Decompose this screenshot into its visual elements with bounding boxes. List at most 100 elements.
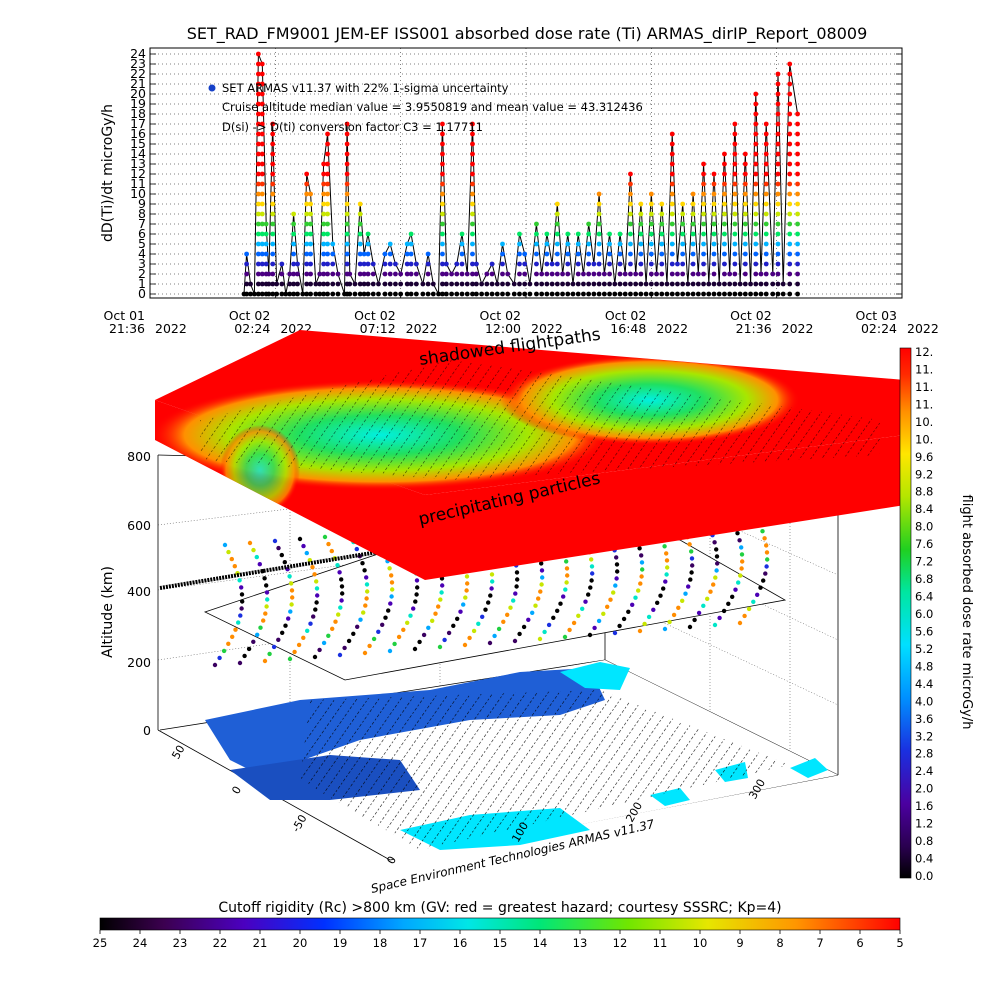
- dose-rate-point: [291, 231, 297, 237]
- dose-rate-point: [489, 261, 495, 267]
- flight-dot: [255, 632, 260, 637]
- bottom-colorbar-tick: 8: [776, 936, 783, 950]
- dose-rate-point: [473, 281, 479, 287]
- flight-dot: [761, 578, 766, 583]
- dose-rate-point: [607, 231, 612, 237]
- flight-dot: [312, 654, 318, 660]
- flight-dot: [461, 602, 466, 607]
- flight-dot: [455, 616, 460, 621]
- dose-rate-point: [554, 251, 560, 257]
- flight-dot: [364, 575, 369, 580]
- dose-rate-point: [330, 291, 336, 297]
- flight-dot: [487, 640, 493, 646]
- dose-rate-point: [440, 271, 445, 277]
- flight-dot: [605, 604, 610, 609]
- dose-rate-point: [544, 231, 550, 237]
- dose-rate-point: [270, 211, 276, 217]
- dose-rate-point: [425, 291, 431, 297]
- flight-dot: [242, 653, 247, 659]
- dose-rate-point: [737, 291, 743, 297]
- dose-rate-point: [464, 291, 470, 297]
- dose-rate-point: [259, 121, 265, 127]
- top-xtick-time: 12:00: [485, 321, 521, 336]
- flight-dot: [492, 633, 497, 639]
- dose-rate-point: [470, 241, 475, 247]
- annotation-median-mean: Cruise altitude median value = 3.9550819…: [222, 100, 643, 114]
- flight-dot: [317, 647, 322, 653]
- flight-dot: [464, 574, 470, 579]
- dose-rate-point: [586, 251, 592, 257]
- dose-rate-point: [690, 261, 696, 267]
- flight-dot: [367, 643, 372, 649]
- flight-dot: [272, 538, 278, 544]
- dose-rate-point: [270, 141, 276, 147]
- top-ytick-label: 23: [130, 56, 146, 71]
- flight-dot: [238, 613, 243, 618]
- top-xtick-year: 2022: [907, 321, 939, 336]
- top-ytick-label: 4: [138, 246, 146, 261]
- flight-dot: [592, 625, 597, 631]
- right-colorbar-tick: 2.8: [915, 747, 933, 761]
- bottom-colorbar-tick: 21: [253, 936, 268, 950]
- dose-rate-point: [408, 241, 414, 247]
- flight-dot: [751, 599, 756, 604]
- flight-dot: [340, 591, 345, 596]
- dose-rate-point: [365, 251, 371, 257]
- dose-rate-point: [732, 161, 738, 167]
- flight-dot: [717, 615, 722, 621]
- flight-dot: [638, 581, 643, 586]
- flight-dot: [512, 638, 518, 644]
- dose-rate-point: [560, 281, 565, 287]
- map-track-hatch: [300, 690, 790, 850]
- flight-dot: [737, 538, 742, 543]
- flight-dot: [471, 628, 477, 634]
- flight-dot: [742, 613, 747, 619]
- dose-rate-point: [753, 101, 759, 107]
- flight-dot: [563, 587, 568, 592]
- dose-rate-point: [344, 151, 350, 157]
- dose-rate-point: [470, 181, 475, 187]
- flight-dot: [380, 622, 385, 627]
- dose-rate-point: [601, 271, 607, 277]
- flight-dot: [642, 621, 647, 627]
- dose-rate-point: [659, 221, 665, 227]
- dose-rate-point: [382, 251, 388, 257]
- flight-dot: [667, 619, 672, 625]
- dose-rate-point: [565, 291, 571, 297]
- top-ytick-label: 7: [138, 216, 146, 231]
- dose-rate-point: [787, 111, 793, 117]
- dose-rate-point: [722, 191, 727, 197]
- dose-rate-point: [732, 291, 738, 297]
- dose-rate-point: [325, 181, 330, 187]
- flight-dot: [689, 556, 695, 561]
- dose-rate-point: [313, 291, 319, 297]
- flight-dot: [640, 567, 645, 572]
- dose-rate-point: [270, 151, 276, 157]
- dose-rate-point: [270, 291, 276, 297]
- dose-rate-point: [753, 221, 759, 227]
- dose-rate-point: [534, 231, 539, 237]
- flight-dot: [339, 577, 344, 582]
- flight-dot: [733, 587, 738, 592]
- dose-rate-point: [586, 271, 592, 277]
- dose-rate-point: [763, 201, 769, 207]
- flight-dot: [364, 582, 370, 587]
- flight-dot: [689, 570, 694, 575]
- dose-rate-point: [737, 281, 743, 287]
- dose-rate-point: [440, 261, 445, 267]
- dose-rate-point: [295, 261, 300, 267]
- flight-dot: [392, 641, 397, 647]
- dose-rate-point: [763, 221, 769, 227]
- dose-rate-point: [291, 221, 297, 227]
- dose-rate-point: [321, 191, 327, 197]
- flight-dot: [239, 606, 244, 611]
- dose-rate-point: [659, 201, 665, 207]
- flight-dot: [480, 614, 485, 619]
- flight-dot: [637, 546, 642, 551]
- dose-rate-point: [263, 251, 269, 257]
- dose-rate-point: [283, 291, 289, 297]
- dose-rate-point: [300, 291, 306, 297]
- dose-rate-point: [554, 281, 560, 287]
- dose-rate-point: [586, 221, 592, 227]
- dose-rate-point: [753, 261, 759, 267]
